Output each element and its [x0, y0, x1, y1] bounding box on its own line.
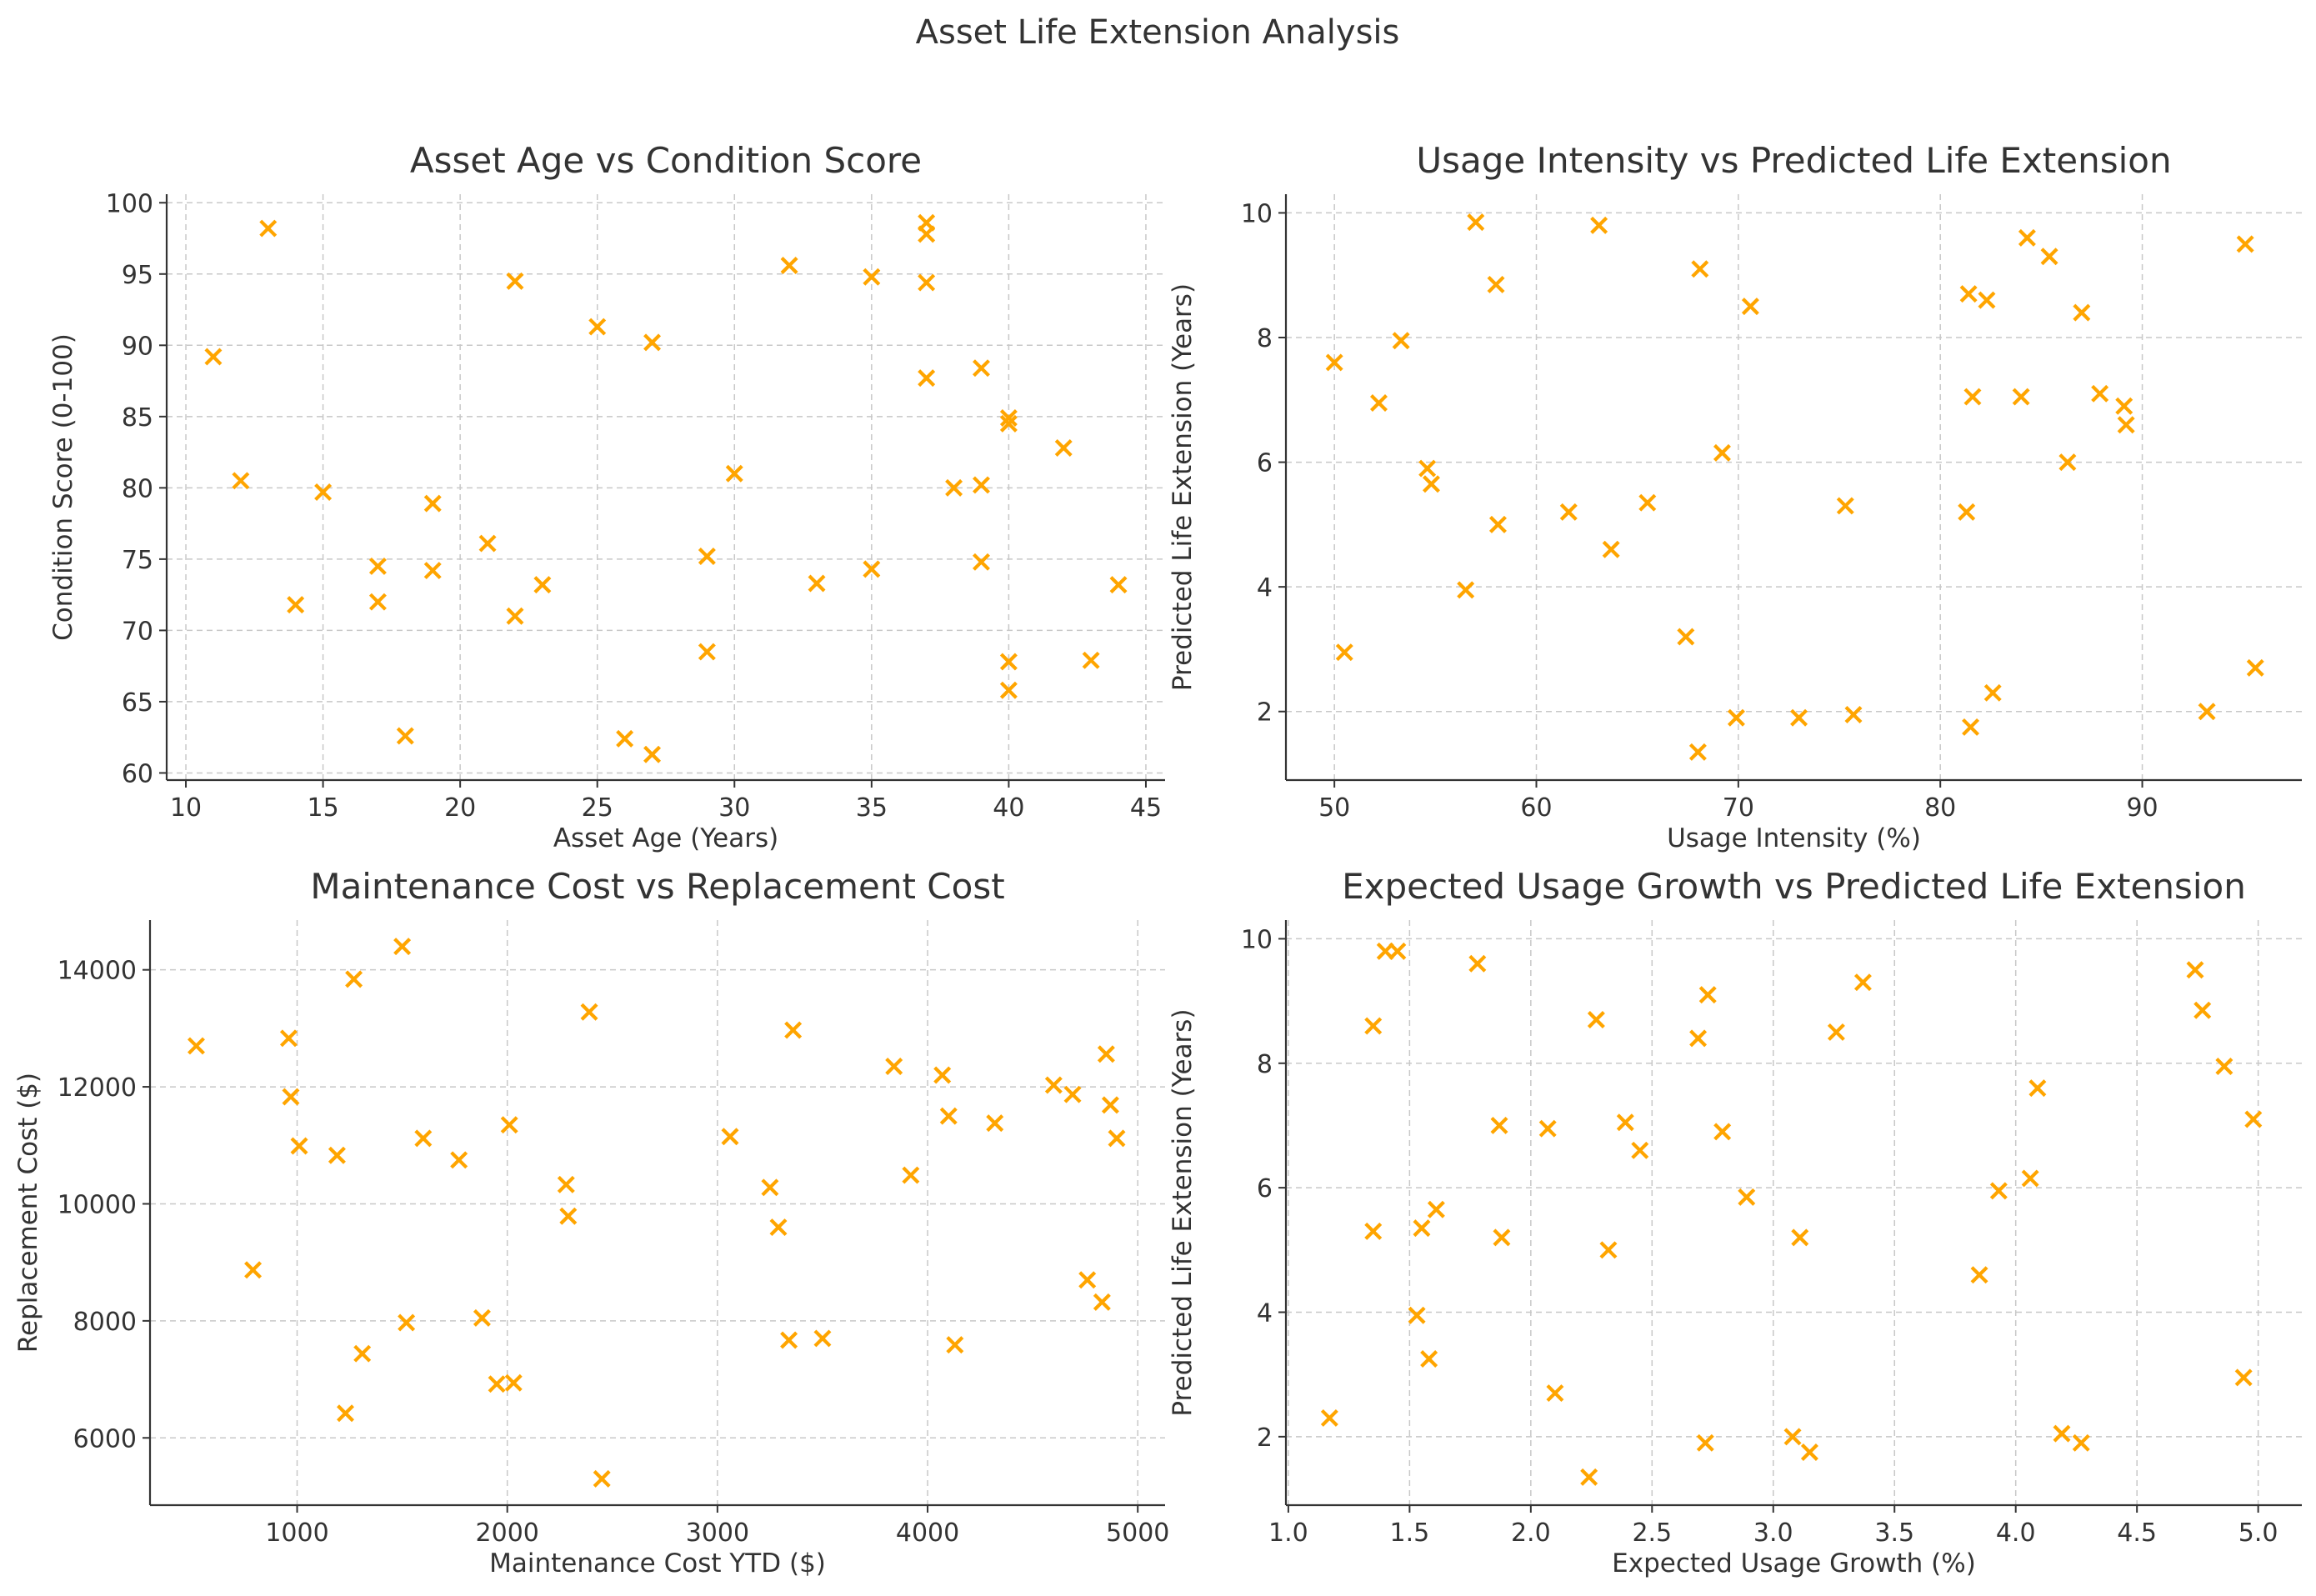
- chart-4-y-label: Predicted Life Extension (Years): [1168, 1008, 1198, 1416]
- chart-1-x-tick-label: 30: [718, 793, 750, 823]
- chart-3-x-tick-label: 3000: [686, 1518, 749, 1548]
- chart-4-y-tick-label: 8: [1257, 1050, 1273, 1079]
- chart-1-y-tick-label: 80: [122, 474, 153, 503]
- chart-1-x-tick-label: 25: [582, 793, 613, 823]
- chart-3-y-tick-label: 10000: [58, 1190, 137, 1219]
- chart-2-title: Usage Intensity vs Predicted Life Extens…: [1416, 140, 2171, 181]
- chart-4-x-tick-label: 4.5: [2117, 1518, 2157, 1548]
- chart-4-x-tick-label: 3.0: [1753, 1518, 1793, 1548]
- chart-1-x-tick-label: 20: [444, 793, 476, 823]
- figure-title: Asset Life Extension Analysis: [916, 13, 1400, 52]
- chart-1-x-label: Asset Age (Years): [553, 823, 778, 853]
- chart-2-y-tick-label: 10: [1241, 199, 1273, 228]
- chart-3-x-tick-label: 5000: [1106, 1518, 1169, 1548]
- chart-1-y-tick-label: 60: [122, 759, 153, 788]
- chart-2-y-tick-label: 6: [1257, 449, 1273, 478]
- chart-4-x-tick-label: 2.5: [1632, 1518, 1672, 1548]
- chart-1-y-tick-label: 90: [122, 332, 153, 361]
- chart-2-y-label: Predicted Life Extension (Years): [1168, 283, 1198, 691]
- chart-2-x-tick-label: 90: [2126, 793, 2158, 823]
- chart-2-y-tick-label: 8: [1257, 324, 1273, 353]
- chart-4-x-tick-label: 5.0: [2238, 1518, 2278, 1548]
- chart-4-y-tick-label: 2: [1257, 1423, 1273, 1453]
- chart-1-y-tick-label: 85: [122, 403, 153, 433]
- chart-3-title: Maintenance Cost vs Replacement Cost: [310, 866, 1004, 907]
- chart-4-x-tick-label: 3.5: [1874, 1518, 1914, 1548]
- chart-2-x-tick-label: 70: [1723, 793, 1754, 823]
- chart-3-y-tick-label: 12000: [58, 1073, 137, 1103]
- figure-canvas: Asset Life Extension Analysis 10 15 20 25 30…: [0, 0, 2316, 1592]
- chart-1-y-tick-label: 100: [106, 189, 153, 218]
- chart-1-x-tick-label: 10: [170, 793, 202, 823]
- chart-3-y-tick-label: 14000: [58, 957, 137, 986]
- chart-3-y-tick-label: 8000: [73, 1308, 137, 1337]
- chart-2-y-tick-label: 2: [1257, 698, 1273, 728]
- chart-4-x-tick-label: 2.0: [1511, 1518, 1551, 1548]
- chart-3-y-tick-label: 6000: [73, 1424, 137, 1453]
- chart-4-x-tick-label: 1.5: [1390, 1518, 1430, 1548]
- chart-1-y-label: Condition Score (0-100): [48, 333, 78, 641]
- chart-1-y-tick-label: 95: [122, 261, 153, 290]
- chart-1-x-tick-label: 40: [993, 793, 1024, 823]
- chart-4-x-tick-label: 4.0: [1996, 1518, 2036, 1548]
- chart-3-x-label: Maintenance Cost YTD ($): [489, 1548, 826, 1578]
- chart-2-x-tick-label: 50: [1318, 793, 1350, 823]
- chart-1-y-tick-label: 70: [122, 617, 153, 646]
- chart-4-y-tick-label: 10: [1241, 925, 1273, 954]
- chart-2-x-label: Usage Intensity (%): [1667, 823, 1921, 853]
- chart-1-title: Asset Age vs Condition Score: [410, 140, 922, 181]
- chart-4-title: Expected Usage Growth vs Predicted Life …: [1342, 866, 2246, 907]
- chart-3-x-tick-label: 2000: [476, 1518, 539, 1548]
- chart-4-x-label: Expected Usage Growth (%): [1612, 1548, 1976, 1578]
- chart-3-x-tick-label: 1000: [265, 1518, 328, 1548]
- chart-1-y-tick-label: 75: [122, 546, 153, 575]
- chart-3-x-tick-label: 4000: [896, 1518, 959, 1548]
- chart-1-y-tick-label: 65: [122, 688, 153, 718]
- figure: Asset Life Extension Analysis 10 15 20 25 30…: [0, 0, 2316, 1592]
- chart-1-x-tick-label: 35: [856, 793, 888, 823]
- chart-2-x-tick-label: 60: [1520, 793, 1552, 823]
- chart-2-y-tick-label: 4: [1257, 573, 1273, 603]
- chart-3-y-label: Replacement Cost ($): [13, 1073, 43, 1353]
- chart-4-y-tick-label: 4: [1257, 1298, 1273, 1328]
- chart-4-x-tick-label: 1.0: [1268, 1518, 1308, 1548]
- chart-1-x-tick-label: 15: [308, 793, 339, 823]
- chart-2-x-tick-label: 80: [1924, 793, 1956, 823]
- chart-1-x-tick-label: 45: [1130, 793, 1162, 823]
- chart-4-y-tick-label: 6: [1257, 1174, 1273, 1203]
